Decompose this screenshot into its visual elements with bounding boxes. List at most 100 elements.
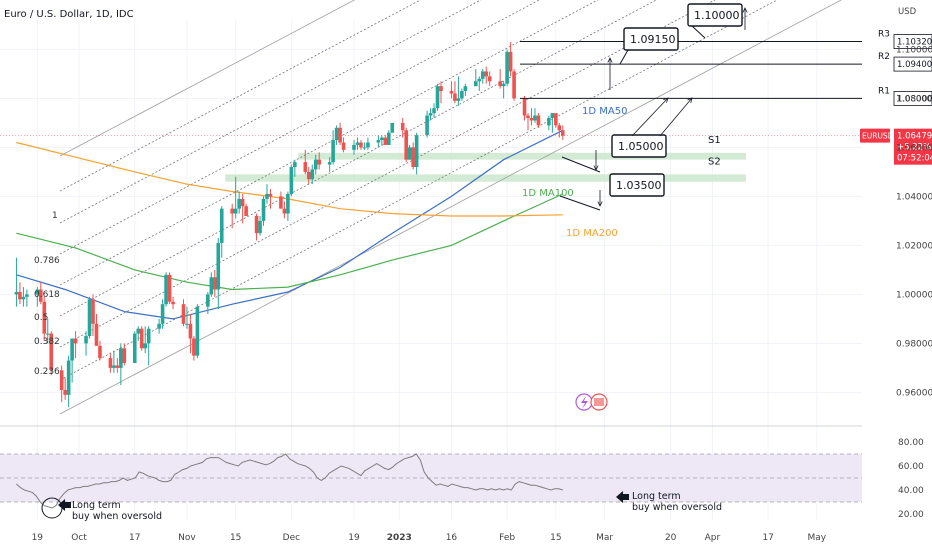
candle-body [230, 208, 234, 214]
level-tag [893, 56, 932, 72]
candle-body [139, 328, 144, 349]
target-callouts: 1.10000 1.09150 1.05000 1.03500 [559, 3, 748, 411]
candle-body [66, 360, 71, 395]
candle-body [407, 147, 412, 160]
channel-line [59, 0, 716, 348]
candle-body [460, 91, 464, 99]
candle-body [265, 193, 269, 199]
candle-body [400, 122, 405, 131]
candle-body [258, 220, 262, 234]
price-tag-change: +5.22% [897, 143, 931, 153]
candle-body [390, 122, 395, 133]
annotation-text: Long term [72, 500, 121, 511]
price-tick-label: 0.98000 [896, 339, 932, 349]
currency-label: USD [898, 7, 917, 17]
candle-body [188, 323, 193, 339]
arrow-head [607, 57, 613, 63]
fib-labels: 1 0.786 0.618 0.5 0.382 0.236 [34, 211, 60, 377]
candle-body [157, 323, 161, 329]
candle-body [59, 370, 64, 390]
candle-body [216, 242, 221, 290]
annotation-text: Long term [632, 491, 681, 502]
candle-body [14, 291, 19, 295]
parallel-channels [59, 0, 842, 415]
candle-body [289, 167, 294, 194]
candle-body [122, 348, 127, 363]
candle-body [143, 343, 147, 349]
target-box [687, 3, 743, 27]
candle-body [112, 365, 116, 368]
candle-body [456, 98, 461, 101]
candle-body [119, 348, 123, 368]
time-tick-label: 19 [348, 533, 360, 543]
ma-label: 1D MA50 [582, 106, 627, 117]
rsi-tick-label: 20.00 [898, 510, 924, 520]
time-tick-label: Apr [705, 533, 721, 543]
candle-body [233, 208, 238, 214]
channel-line [59, 0, 658, 317]
support-zones: S1 S2 [225, 135, 747, 182]
target-box [609, 173, 665, 197]
support-label: S2 [708, 156, 721, 167]
fib-label: 0.786 [34, 256, 60, 266]
candle-body [453, 93, 457, 101]
us-flag-icon-glyph [594, 398, 604, 406]
fib-label: 0.618 [34, 290, 60, 300]
price-tag-countdown: 07:52:04 [897, 154, 932, 164]
candle-body [91, 299, 95, 324]
time-tick-label: 19 [32, 533, 44, 543]
candle-body [306, 171, 311, 180]
candle-body [449, 91, 454, 94]
callout-pointer [691, 25, 706, 39]
channel-line [59, 0, 541, 255]
time-tick-label: 2023 [387, 533, 412, 543]
candle-body [352, 144, 356, 150]
candle-body [550, 113, 555, 118]
candle-body [526, 115, 530, 118]
candle-body [45, 333, 50, 335]
candle-body [310, 169, 315, 180]
candle-body [94, 323, 99, 346]
candle-body [185, 323, 189, 325]
candle-body [136, 328, 141, 334]
target-box [623, 27, 679, 51]
arrow-head [663, 97, 669, 103]
candle-body [167, 274, 172, 302]
candle-body [237, 198, 241, 209]
candle-body [70, 338, 74, 361]
channel-line [59, 0, 842, 415]
candle-body [146, 328, 151, 344]
candle-body [487, 76, 492, 82]
price-tag-value: 1.06479 [897, 132, 932, 142]
candle-body [474, 81, 478, 87]
ma-label: 1D MA200 [566, 228, 618, 239]
candle-body [195, 306, 200, 356]
level-label: R1 [878, 86, 890, 96]
candle-body [428, 113, 433, 116]
lightning-icon-glyph [581, 396, 588, 409]
candle-body [39, 289, 43, 302]
target-text: 1.03500 [616, 179, 662, 192]
annotation-text: buy when oversold [72, 511, 162, 522]
candle-body [536, 115, 541, 126]
resistance-levels: R3 1.10320 R2 1.09400 R1 1.08000 EURUSD 1.06479… [0, 30, 932, 165]
price-tick-label: 1.10000 [896, 45, 932, 55]
support-zone-s1 [298, 152, 746, 160]
time-tick-label: 15 [230, 533, 241, 543]
arrow-head [593, 165, 599, 171]
annotation-text: buy when oversold [632, 502, 722, 513]
candle-body [132, 333, 137, 363]
candle-body [463, 86, 468, 92]
candle-body [501, 83, 506, 87]
price-tick-label: 1.00000 [896, 290, 932, 300]
symbol-tag-text: EURUSD [862, 132, 894, 141]
time-tick-label: May [808, 533, 827, 543]
channel-line [59, 0, 482, 224]
time-tick-label: 17 [129, 533, 140, 543]
candle-body [362, 147, 367, 149]
candle-body [261, 198, 266, 221]
candle-body [303, 162, 308, 172]
time-tick-label: Oct [71, 533, 87, 543]
candle-body [404, 130, 408, 160]
candle-body [557, 125, 562, 131]
